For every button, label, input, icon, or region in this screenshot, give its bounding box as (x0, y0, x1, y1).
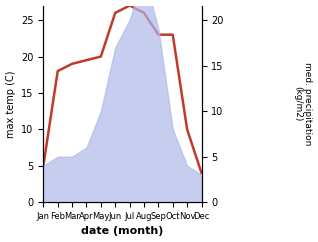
Y-axis label: med. precipitation
(kg/m2): med. precipitation (kg/m2) (293, 62, 313, 145)
Y-axis label: max temp (C): max temp (C) (5, 70, 16, 138)
X-axis label: date (month): date (month) (81, 227, 163, 236)
